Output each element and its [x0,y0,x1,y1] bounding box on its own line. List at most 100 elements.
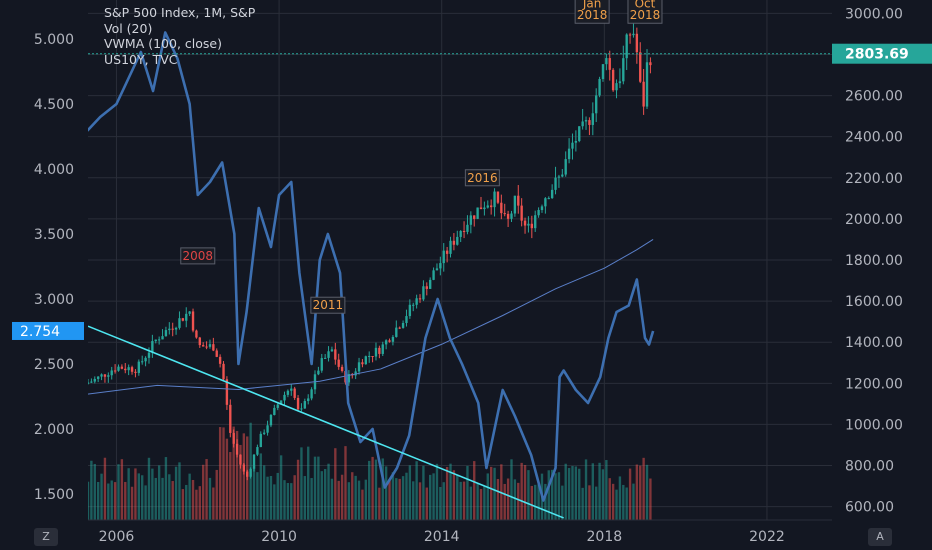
volume-bar [388,479,391,520]
volume-bar [520,462,523,520]
left-axis-tick-label: 5.000 [34,32,74,48]
volume-bar [242,433,246,520]
candle-body [323,357,327,359]
volume-bar [371,456,374,520]
volume-bar [510,459,513,520]
volume-bar [337,480,340,520]
volume-bar [120,459,124,520]
candle-body [141,361,144,363]
volume-bar [486,473,489,520]
candle-body [168,328,171,331]
candle-body [544,198,547,207]
candle-body [307,398,310,402]
candle-body [198,337,201,346]
volume-bar [381,458,384,520]
volume-bar [300,447,303,520]
auto-scale-button[interactable]: A [868,528,892,546]
candle-body [584,120,588,122]
candle-body [581,121,584,127]
candle-body [164,330,168,337]
volume-bar [110,480,113,520]
candle-body [215,350,218,357]
left-axis-tick-label: 4.500 [34,97,74,113]
candle-body [520,205,523,221]
candle-body [320,358,323,371]
volume-bar [459,481,462,520]
candle-body [222,363,225,380]
candle-body [90,381,93,383]
candle-body [642,81,645,107]
candle-body [235,443,239,455]
candle-body [550,189,554,199]
volume-bar [195,489,198,520]
volume-bar [449,463,452,520]
candle-body [202,345,205,347]
volume-bar [574,466,578,520]
volume-bar [178,462,181,520]
right-axis-tick-label: 1000.00 [845,417,903,433]
x-axis-tick-label: 2018 [587,529,623,545]
candle-body [174,327,178,330]
candle-body [242,464,246,472]
candle-body [300,408,303,410]
volume-bar [296,459,300,520]
candle-body [452,240,456,245]
annotation-box [464,169,500,187]
zoom-reset-button[interactable]: Z [34,528,58,546]
candle-body [567,148,571,160]
volume-bar [293,475,296,520]
legend-us10y[interactable]: US10Y, TVC [104,51,178,67]
candle-body [571,142,574,149]
candle-body [486,205,489,208]
legend-vwma[interactable]: VWMA (100, close) [104,36,222,51]
candle-body [171,328,174,330]
volume-bar [307,446,310,520]
volume-bar [259,453,262,520]
candle-body [578,126,581,142]
volume-bar [127,468,130,520]
legend-volume[interactable]: Vol (20) [104,20,153,36]
candle-body [225,379,229,405]
volume-bar [262,465,266,520]
candle-body [618,81,622,84]
candle-body [303,401,307,409]
volume-bar [429,474,432,520]
candle-body [645,62,649,107]
current-price-label: 2803.69 [845,47,909,63]
candle-body [588,120,591,125]
candle-body [408,304,412,317]
candle-body [415,298,418,305]
right-axis-tick-label: 800.00 [845,459,894,475]
candle-body [493,191,496,208]
candle-body [418,298,422,300]
legend-symbol[interactable]: S&P 500 Index, 1M, S&P [104,5,256,20]
volume-bar [456,474,459,520]
volume-bar [205,459,208,520]
volume-bar [639,465,642,520]
volume-bar [168,474,171,520]
volume-bar [252,464,256,520]
candle-body [388,340,391,342]
annotation-box [574,0,610,24]
candle-body [273,407,276,415]
volume-bar [164,457,168,520]
candle-body [635,33,639,53]
candle-body [534,215,537,229]
annotation-label: 2016 [467,171,498,185]
candle-body [506,213,510,219]
candle-body [456,236,459,245]
candle-body [103,374,107,377]
candle-body [269,414,273,426]
candle-body [574,141,578,143]
candle-body [205,346,208,348]
candle-body [283,394,286,401]
x-axis-tick-label: 2010 [261,529,297,545]
candle-body [185,313,188,321]
volume-bar [435,463,439,520]
candle-body [598,79,601,96]
volume-bar [588,485,591,520]
volume-bar [578,468,581,520]
candle-body [229,404,232,433]
volume-bar [222,427,225,520]
